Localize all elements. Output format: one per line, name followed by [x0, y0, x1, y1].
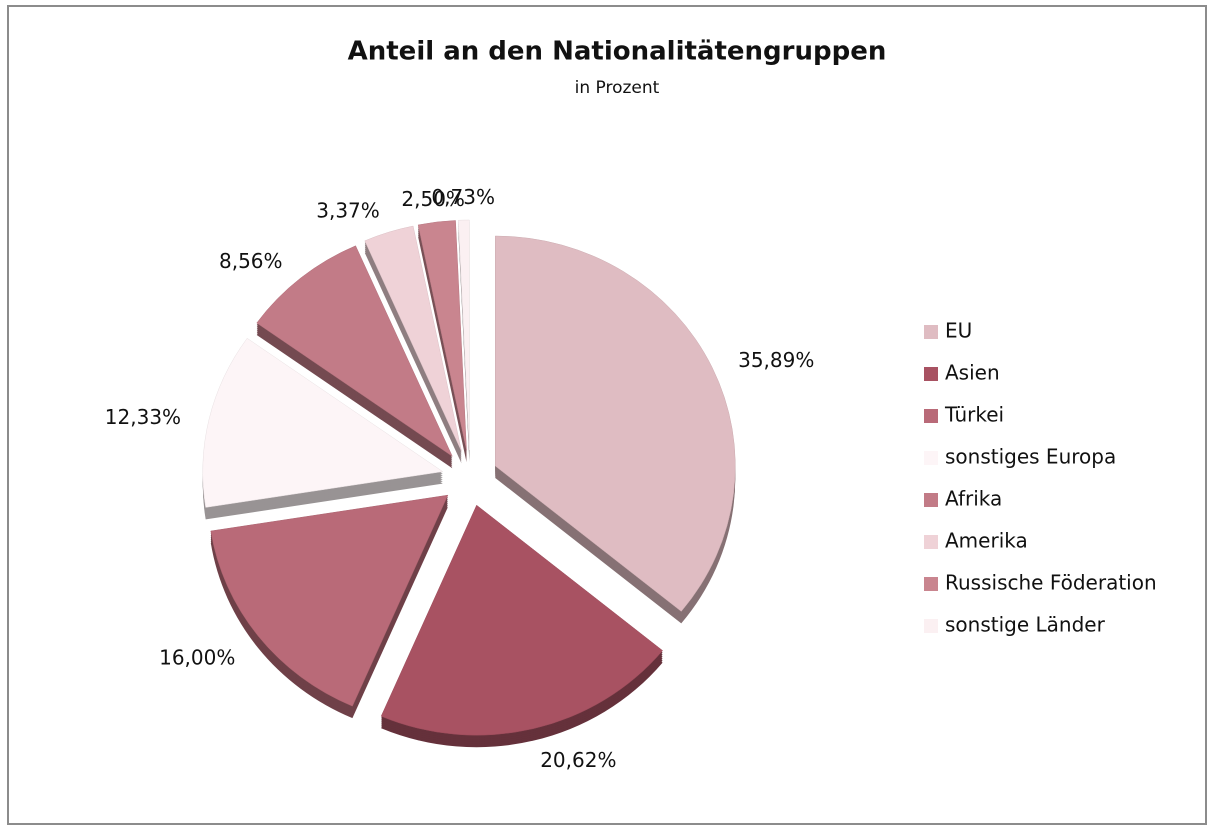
legend-swatch [924, 325, 938, 339]
legend-swatch [924, 577, 938, 591]
slice [495, 235, 736, 612]
data-label: 3,37% [316, 198, 380, 222]
slice [364, 225, 462, 452]
data-label: 0,73% [431, 185, 495, 209]
legend-label: sonstige Länder [945, 613, 1106, 637]
data-label: 8,56% [219, 249, 283, 273]
slice [202, 337, 444, 508]
chart-subtitle: in Prozent [575, 78, 660, 98]
legend-swatch [924, 367, 938, 381]
slice [417, 220, 467, 451]
slice [256, 245, 453, 458]
data-label: 20,62% [540, 748, 616, 772]
slice [458, 219, 470, 451]
legend-label: Afrika [945, 487, 1002, 511]
chart-title: Anteil an den Nationalitätengruppen [348, 37, 887, 67]
legend-swatch [924, 535, 938, 549]
legend-label: Russische Föderation [945, 571, 1157, 595]
legend-swatch [924, 493, 938, 507]
data-label: 2,50% [401, 187, 465, 211]
legend-label: Amerika [945, 529, 1028, 553]
slice [210, 494, 449, 707]
legend-swatch [924, 409, 938, 423]
data-label: 35,89% [738, 348, 814, 372]
legend-label: EU [945, 319, 972, 343]
slice [380, 504, 663, 736]
data-label: 16,00% [159, 645, 235, 669]
legend-swatch [924, 619, 938, 633]
legend-label: sonstiges Europa [945, 445, 1116, 469]
legend-swatch [924, 451, 938, 465]
legend-label: Asien [945, 361, 1000, 385]
data-label: 12,33% [105, 405, 181, 429]
legend-label: Türkei [944, 403, 1004, 427]
